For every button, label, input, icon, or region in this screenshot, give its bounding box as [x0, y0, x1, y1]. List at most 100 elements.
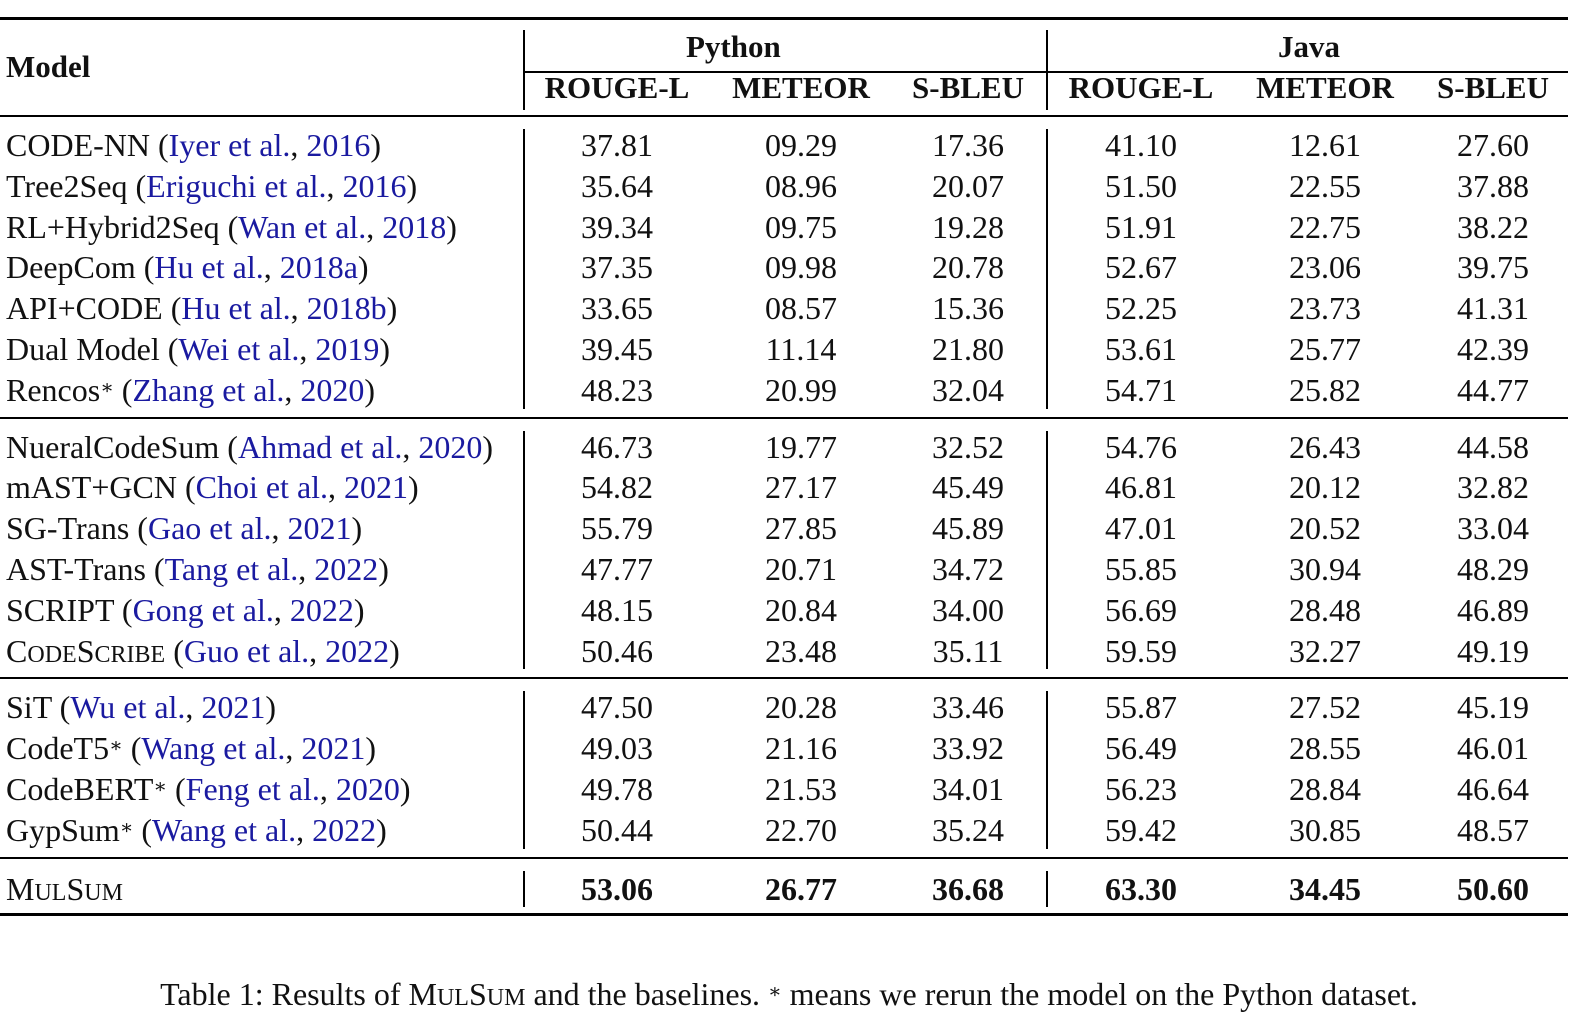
citation-link[interactable]: Wei et al.	[178, 331, 300, 367]
metric-header: S-BLEU	[912, 70, 1024, 105]
smallcap-letter: L	[454, 985, 469, 1011]
rerun-star: ∗	[109, 735, 123, 757]
score-cell: 37.81	[581, 127, 653, 163]
citation-link[interactable]: Wan et al.	[238, 209, 367, 245]
citation-link[interactable]: Eriguchi et al.	[146, 168, 327, 204]
score-cell: 23.73	[1289, 290, 1361, 326]
rerun-star: ∗	[100, 377, 114, 399]
citation-link[interactable]: Wang et al.	[141, 730, 286, 766]
citation-year-link[interactable]: 2022	[314, 551, 379, 587]
citation-year-link[interactable]: 2019	[315, 331, 380, 367]
smallcap-letter: I	[126, 642, 135, 668]
model-name: Tree2Seq (Eriguchi et al., 2016)	[6, 168, 418, 204]
final-score-cell: 53.06	[581, 871, 653, 907]
model-header: Model	[6, 49, 91, 84]
score-cell: 21.16	[765, 730, 837, 766]
citation-year-link[interactable]: 2021	[201, 689, 266, 725]
rule	[0, 913, 1568, 916]
citation-year-link[interactable]: 2016	[306, 127, 371, 163]
citation-year-link[interactable]: 2022	[289, 592, 354, 628]
rerun-star: ∗	[119, 817, 134, 839]
citation-link[interactable]: Zhang et al.	[132, 372, 285, 408]
citation-year-link[interactable]: 2022	[312, 812, 377, 848]
citation-year-link[interactable]: 2022	[325, 633, 390, 669]
model-name: Dual Model (Wei et al., 2019)	[6, 331, 390, 367]
citation-year-link[interactable]: 2018b	[306, 290, 387, 326]
score-cell: 23.48	[765, 633, 837, 669]
score-cell: 56.69	[1105, 592, 1177, 628]
citation-link[interactable]: Gao et al.	[147, 510, 272, 546]
score-cell: 59.59	[1105, 633, 1177, 669]
model-label: AST-Trans	[6, 551, 146, 587]
score-cell: 54.71	[1105, 372, 1177, 408]
model-label: CodeBERT	[6, 771, 154, 807]
column-divider	[1046, 870, 1048, 907]
score-cell: 09.75	[765, 209, 837, 245]
smallcap-letter: S	[468, 976, 487, 1012]
score-cell: 23.06	[1289, 249, 1361, 285]
citation-link[interactable]: Choi et al.	[195, 469, 329, 505]
score-cell: 48.15	[581, 592, 653, 628]
rule	[0, 677, 1568, 679]
citation-link[interactable]: Feng et al.	[185, 771, 320, 807]
score-cell: 34.01	[932, 771, 1004, 807]
caption-star: ∗	[768, 981, 782, 1003]
score-cell: 12.61	[1289, 127, 1361, 163]
score-cell: 38.22	[1457, 209, 1529, 245]
score-cell: 20.84	[765, 592, 837, 628]
score-cell: 39.34	[581, 209, 653, 245]
score-cell: 45.89	[932, 510, 1004, 546]
score-cell: 47.50	[581, 689, 653, 725]
score-cell: 27.52	[1289, 689, 1361, 725]
score-cell: 46.73	[581, 429, 653, 465]
caption-middle: and the baselines.	[525, 976, 769, 1012]
model-label: SG-Trans	[6, 510, 130, 546]
citation-link[interactable]: Hu et al.	[181, 290, 291, 326]
citation-link[interactable]: Ahmad et al.	[237, 429, 403, 465]
citation-link[interactable]: Gong et al.	[132, 592, 274, 628]
citation-link[interactable]: Wang et al.	[152, 812, 297, 848]
citation-link[interactable]: Hu et al.	[154, 249, 264, 285]
score-cell: 20.78	[932, 249, 1004, 285]
final-score-cell: 26.77	[765, 871, 837, 907]
citation-link[interactable]: Iyer et al.	[168, 127, 291, 163]
rerun-star: ∗	[153, 776, 167, 798]
citation-link[interactable]: Guo et al.	[183, 633, 310, 669]
score-cell: 25.77	[1289, 331, 1361, 367]
model-name: CodeT5∗ (Wang et al., 2021)	[6, 730, 377, 766]
citation-year-link[interactable]: 2020	[335, 771, 400, 807]
citation-year-link[interactable]: 2021	[301, 730, 366, 766]
model-name: SCRIPT (Gong et al., 2022)	[6, 592, 365, 628]
citation-year-link[interactable]: 2020	[300, 372, 365, 408]
citation-year-link[interactable]: 2021	[287, 510, 352, 546]
column-divider	[1046, 30, 1048, 110]
citation-year-link[interactable]: 2018a	[279, 249, 358, 285]
score-cell: 25.82	[1289, 372, 1361, 408]
citation-year-link[interactable]: 2021	[344, 469, 409, 505]
model-name: NueralCodeSum (Ahmad et al., 2020)	[6, 429, 493, 465]
citation-year-link[interactable]: 2020	[418, 429, 483, 465]
citation-year-link[interactable]: 2016	[342, 168, 407, 204]
score-cell: 17.36	[932, 127, 1004, 163]
score-cell: 48.57	[1457, 812, 1529, 848]
model-label: API+CODE	[6, 290, 163, 326]
citation-link[interactable]: Tang et al.	[164, 551, 299, 587]
score-cell: 33.92	[932, 730, 1004, 766]
python-group-header: Python	[686, 29, 781, 64]
final-score-cell: 34.45	[1289, 871, 1361, 907]
model-name: SiT (Wu et al., 2021)	[6, 689, 277, 725]
score-cell: 48.23	[581, 372, 653, 408]
rule	[0, 417, 1568, 419]
model-name: mAST+GCN (Choi et al., 2021)	[6, 469, 419, 505]
citation-link[interactable]: Wu et al.	[70, 689, 186, 725]
model-label: DeepCom	[6, 249, 136, 285]
score-cell: 54.82	[581, 469, 653, 505]
score-cell: 56.23	[1105, 771, 1177, 807]
citation-year-link[interactable]: 2018	[382, 209, 447, 245]
model-label: NueralCodeSum	[6, 429, 220, 465]
score-cell: 49.19	[1457, 633, 1529, 669]
score-cell: 27.17	[765, 469, 837, 505]
model-label: RL+Hybrid2Seq	[6, 209, 220, 245]
rule	[0, 17, 1568, 20]
smallcap-letter: C	[94, 642, 111, 668]
